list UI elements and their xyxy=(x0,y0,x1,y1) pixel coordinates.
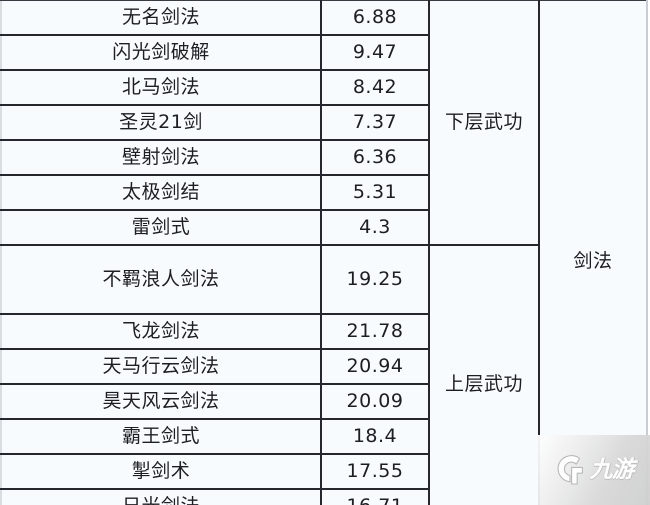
cell-skill-name: 太极剑结 xyxy=(0,174,322,211)
cell-skill-name: 日光剑法 xyxy=(0,488,322,505)
cell-skill-name: 北马剑法 xyxy=(0,69,322,106)
cell-power-value: 8.42 xyxy=(320,69,430,106)
cell-tier-lower: 下层武功 xyxy=(428,0,540,246)
cell-power-value: 5.31 xyxy=(320,174,430,211)
cell-power-value: 4.3 xyxy=(320,209,430,246)
cell-skill-name: 掣剑术 xyxy=(0,453,322,490)
table-row[interactable]: 雷剑式 4.3 xyxy=(0,209,647,246)
cell-skill-name: 天马行云剑法 xyxy=(0,348,322,385)
table-row[interactable]: 日光剑法 16.71 xyxy=(0,488,647,505)
cell-power-value: 21.78 xyxy=(320,313,430,350)
cell-power-value: 7.37 xyxy=(320,104,430,141)
table-row[interactable]: 壁射剑法 6.36 xyxy=(0,139,647,176)
table-row[interactable]: 天马行云剑法 20.94 xyxy=(0,348,647,385)
cell-category-swordplay: 剑法 xyxy=(538,0,648,505)
cell-skill-name: 昊天风云剑法 xyxy=(0,383,322,420)
cell-power-value: 20.94 xyxy=(320,348,430,385)
cell-skill-name: 圣灵21剑 xyxy=(0,104,322,141)
cell-skill-name: 无名剑法 xyxy=(0,0,322,36)
cell-skill-name: 雷剑式 xyxy=(0,209,322,246)
table-row[interactable]: 掣剑术 17.55 xyxy=(0,453,647,490)
table-row[interactable]: 闪光剑破解 9.47 xyxy=(0,34,647,71)
table-row[interactable]: 太极剑结 5.31 xyxy=(0,174,647,211)
cell-power-value: 17.55 xyxy=(320,453,430,490)
cell-power-value: 16.71 xyxy=(320,488,430,505)
cell-power-value: 19.25 xyxy=(320,244,430,315)
cell-skill-name: 霸王剑式 xyxy=(0,418,322,455)
table-row[interactable]: 圣灵21剑 7.37 xyxy=(0,104,647,141)
cell-skill-name: 不羁浪人剑法 xyxy=(0,244,322,315)
table-row[interactable]: 北马剑法 8.42 xyxy=(0,69,647,106)
cell-power-value: 9.47 xyxy=(320,34,430,71)
table-row[interactable]: 不羁浪人剑法 19.25 上层武功 xyxy=(0,244,647,505)
table-row[interactable]: 霸王剑式 18.4 xyxy=(0,418,647,455)
cell-skill-name: 闪光剑破解 xyxy=(0,34,322,71)
cell-power-value: 6.36 xyxy=(320,139,430,176)
cell-power-value: 18.4 xyxy=(320,418,430,455)
table-row[interactable]: 飞龙剑法 21.78 xyxy=(0,313,647,350)
cell-tier-upper: 上层武功 xyxy=(428,244,540,505)
table-row[interactable]: 昊天风云剑法 20.09 xyxy=(0,383,647,420)
cell-power-value: 6.88 xyxy=(320,0,430,36)
cell-skill-name: 飞龙剑法 xyxy=(0,313,322,350)
cell-skill-name: 壁射剑法 xyxy=(0,139,322,176)
cell-power-value: 20.09 xyxy=(320,383,430,420)
